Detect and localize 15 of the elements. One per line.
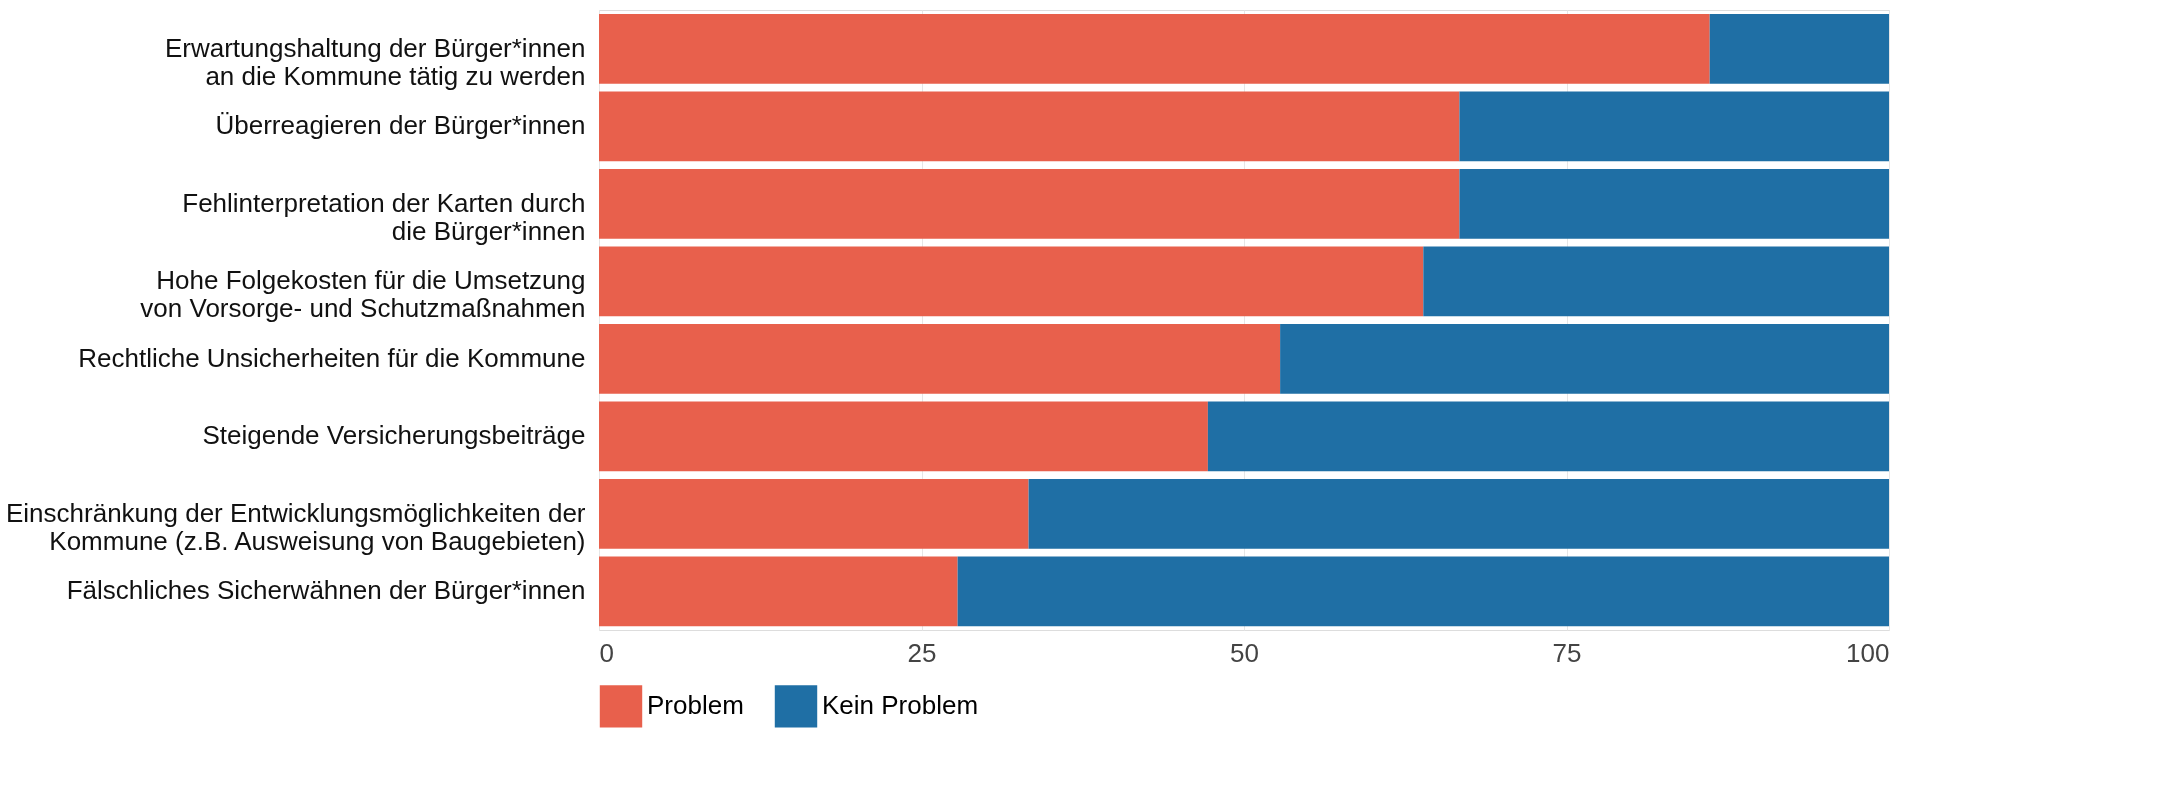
x-tick-label: 0 <box>599 637 614 668</box>
x-tick-label: 25 <box>907 637 937 668</box>
y-tick-label: Rechtliche Unsicherheiten für die Kommune <box>78 342 586 373</box>
legend-label: Kein Problem <box>822 690 979 721</box>
y-tick-label: Erwartungshaltung der Bürger*innen an die Kommune tätig zu werden <box>164 32 586 91</box>
y-tick-label: Steigende Versicherungsbeiträge <box>202 420 586 451</box>
y-tick-label: Fehlinterpretation der Karten durch die Bürger*innen <box>182 187 586 246</box>
y-tick-label: Fälschliches Sicherwähnen der Bürger*innen <box>66 575 586 606</box>
y-tick-label: Hohe Folgekosten für die Umsetzung von Vorsorge- und Schutzmaßnahmen <box>140 265 586 324</box>
x-tick-label: 100 <box>1846 637 1890 668</box>
y-tick-label: Überreagieren der Bürger*innen <box>215 110 586 141</box>
y-tick-label: Einschränkung der Entwicklungsmöglichkeiten der Kommune (z.B. Ausweisung von Baugebieten) <box>5 497 586 556</box>
legend-label: Problem <box>647 690 744 721</box>
x-tick-label: 75 <box>1552 637 1582 668</box>
x-tick-label: 50 <box>1230 637 1259 668</box>
